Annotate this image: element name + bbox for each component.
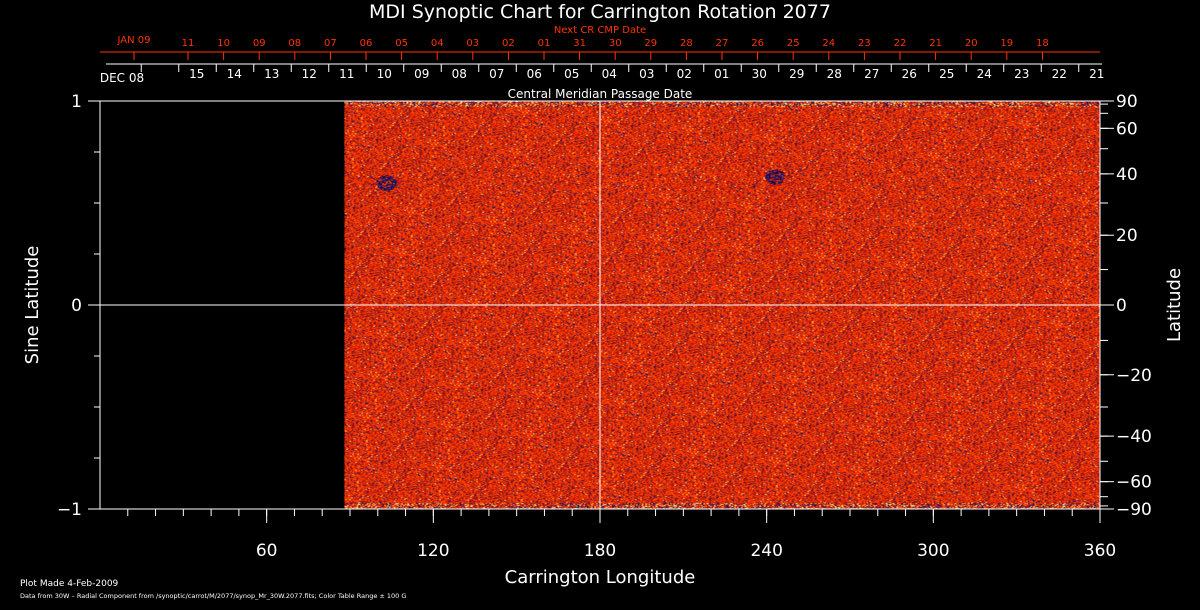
- x-tick-label: 300: [917, 541, 949, 561]
- cmp-date-label: 21: [1089, 67, 1104, 81]
- next-cr-date-label: 18: [1036, 38, 1049, 49]
- next-cr-date-label: 09: [253, 38, 266, 49]
- next-cr-date-label: 03: [466, 38, 479, 49]
- next-cr-date-label: 11: [182, 38, 195, 49]
- cmp-start-label: DEC 08: [100, 71, 144, 85]
- y-right-tick-label: 90: [1116, 92, 1138, 112]
- cmp-date-label: 05: [564, 67, 579, 81]
- y-right-tick-label: 60: [1116, 119, 1138, 139]
- cmp-date-label: 04: [602, 67, 617, 81]
- cmp-date-label: 07: [489, 67, 504, 81]
- next-cr-date-label: 05: [395, 38, 408, 49]
- cmp-date-label: 14: [227, 67, 242, 81]
- cmp-date-label: 09: [414, 67, 429, 81]
- y-right-tick-label: −90: [1116, 500, 1152, 520]
- chart-title: MDI Synoptic Chart for Carrington Rotati…: [369, 1, 831, 23]
- y-left-tick-label: 0: [71, 296, 82, 316]
- next-cr-date-label: 25: [787, 38, 800, 49]
- next-cr-date-label: 30: [609, 38, 622, 49]
- cmp-date-label: 08: [452, 67, 467, 81]
- cmp-date-label: 24: [977, 67, 992, 81]
- chart-axes: 60 120 180 240 300 36010−1906040200−20−40−60−…: [57, 38, 1152, 561]
- next-cr-date-label: 28: [680, 38, 693, 49]
- y-left-tick-label: −1: [57, 500, 82, 520]
- cmp-date-label: 27: [864, 67, 879, 81]
- cmp-axis-caption: Central Meridian Passage Date: [508, 87, 693, 101]
- next-cr-date-label: 29: [644, 38, 657, 49]
- next-cr-date-label: 10: [217, 38, 230, 49]
- next-cr-date-label: 08: [288, 38, 301, 49]
- data-source-note: Data from 30W – Radial Component from /s…: [20, 592, 407, 600]
- x-tick-label: 60: [256, 541, 278, 561]
- next-cr-date-label: 06: [360, 38, 373, 49]
- cmp-date-label: 22: [1052, 67, 1067, 81]
- next-cr-date-label: 24: [822, 38, 835, 49]
- plot-made-note: Plot Made 4-Feb-2009: [20, 579, 119, 589]
- next-cr-date-label: 22: [894, 38, 907, 49]
- y-axis-label-left: Sine Latitude: [22, 246, 43, 365]
- y-axis-label-right: Latitude: [1164, 268, 1185, 342]
- next-cr-date-label: 21: [929, 38, 942, 49]
- cmp-date-label: 03: [639, 67, 654, 81]
- cmp-date-label: 26: [902, 67, 917, 81]
- x-tick-label: 360: [1084, 541, 1116, 561]
- next-cr-date-label: 27: [716, 38, 729, 49]
- y-right-tick-label: 20: [1116, 226, 1138, 246]
- y-right-tick-label: −20: [1116, 366, 1152, 386]
- cmp-date-label: 01: [714, 67, 729, 81]
- y-right-tick-label: −60: [1116, 473, 1152, 493]
- next-cr-axis-caption: Next CR CMP Date: [554, 25, 646, 36]
- y-right-tick-label: −40: [1116, 427, 1152, 447]
- cmp-date-label: 25: [939, 67, 954, 81]
- cmp-date-label: 29: [789, 67, 804, 81]
- cmp-date-label: 06: [527, 67, 542, 81]
- y-right-tick-label: 0: [1116, 296, 1127, 316]
- next-cr-date-label: 19: [1000, 38, 1013, 49]
- next-cr-start-label: JAN 09: [117, 35, 151, 46]
- x-tick-label: 120: [417, 541, 449, 561]
- next-cr-date-label: 23: [858, 38, 871, 49]
- cmp-date-label: 10: [377, 67, 392, 81]
- next-cr-date-label: 02: [502, 38, 515, 49]
- cmp-date-label: 02: [677, 67, 692, 81]
- cmp-date-label: 12: [302, 67, 317, 81]
- next-cr-date-label: 20: [965, 38, 978, 49]
- next-cr-date-label: 07: [324, 38, 337, 49]
- x-tick-label: 240: [750, 541, 782, 561]
- cmp-date-label: 30: [752, 67, 767, 81]
- chart-overlay: [100, 101, 1100, 509]
- next-cr-date-label: 04: [431, 38, 444, 49]
- next-cr-date-label: 26: [751, 38, 764, 49]
- x-tick-label: 180: [584, 541, 616, 561]
- x-axis-label: Carrington Longitude: [505, 567, 696, 588]
- next-cr-date-label: 01: [538, 38, 551, 49]
- cmp-date-label: 23: [1014, 67, 1029, 81]
- y-right-tick-label: 40: [1116, 165, 1138, 185]
- y-left-tick-label: 1: [71, 92, 82, 112]
- next-cr-date-label: 31: [573, 38, 586, 49]
- cmp-date-label: 11: [339, 67, 354, 81]
- cmp-date-label: 15: [189, 67, 204, 81]
- cmp-date-label: 13: [264, 67, 279, 81]
- cmp-date-label: 28: [827, 67, 842, 81]
